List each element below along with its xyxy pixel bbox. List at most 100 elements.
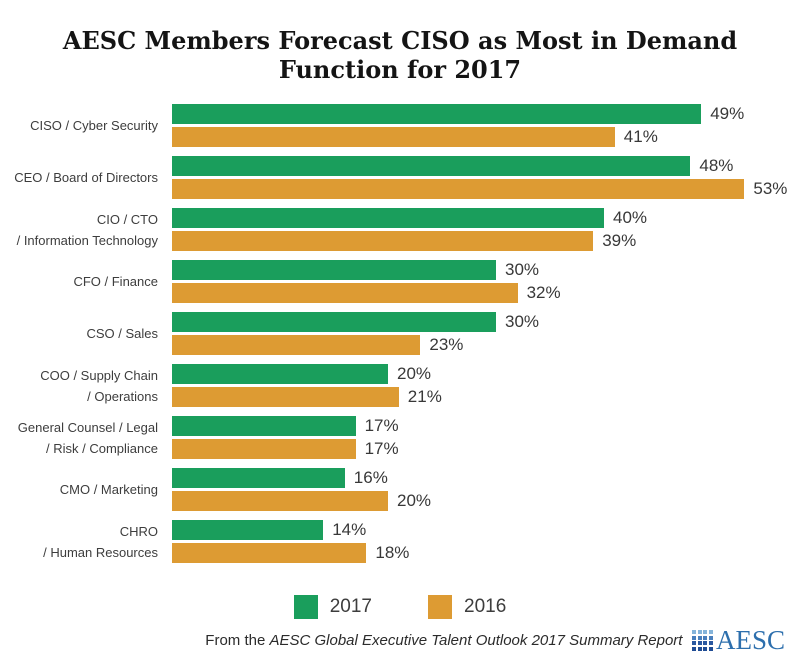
aesc-logo-dots-icon [692, 630, 713, 651]
bar-line-2016: 39% [172, 231, 800, 251]
bars-cell: 48% 53% [172, 156, 800, 199]
footer-source-text: From the AESC Global Executive Talent Ou… [205, 632, 682, 649]
bar-value-label: 16% [353, 468, 388, 487]
chart-row: COO / Supply Chain / Operations 20% 21% [0, 364, 800, 407]
bar-2017 [172, 520, 324, 540]
bar-line-2016: 41% [172, 127, 800, 147]
category-label: CEO / Board of Directors [14, 170, 158, 185]
chart-row: CMO / Marketing 16% 20% [0, 468, 800, 511]
bar-value-label: 20% [397, 364, 432, 383]
bar-line-2017: 20% [172, 364, 800, 384]
bars-cell: 30% 23% [172, 312, 800, 355]
bar-2016 [172, 231, 594, 251]
bar-2017 [172, 156, 691, 176]
bar-2016 [172, 127, 615, 147]
logo-dot [703, 641, 708, 646]
logo-dot [708, 635, 713, 640]
category-label: CMO / Marketing [59, 482, 158, 497]
footer-source-report-name: AESC Global Executive Talent Outlook 201… [269, 632, 683, 649]
bar-value-label: 40% [613, 208, 648, 227]
bar-line-2016: 20% [172, 491, 800, 511]
bar-2017 [172, 208, 604, 228]
bars-cell: 20% 21% [172, 364, 800, 407]
legend-item-2017: 2017 [293, 595, 372, 619]
bar-line-2017: 30% [172, 312, 800, 332]
bar-line-2016: 18% [172, 543, 800, 563]
chart-row: CFO / Finance 30% 32% [0, 260, 800, 303]
bar-2016 [172, 387, 399, 407]
bar-chart: CISO / Cyber Security 49% 41% CEO / Board o… [0, 104, 800, 563]
chart-row: General Counsel / Legal / Risk / Complian… [0, 416, 800, 459]
bar-line-2016: 53% [172, 179, 800, 199]
logo-dot [708, 646, 713, 651]
footer-source-prefix: From the [205, 632, 270, 649]
category-label: CSO / Sales [86, 326, 158, 341]
bar-value-label: 17% [364, 416, 399, 435]
bar-value-label: 17% [364, 439, 399, 458]
category-label: CIO / CTO / Information Technology [16, 211, 158, 248]
chart-row: CIO / CTO / Information Technology 40% 39% [0, 208, 800, 251]
bar-value-label: 30% [505, 260, 540, 279]
bar-line-2017: 16% [172, 468, 800, 488]
bar-value-label: 23% [429, 335, 464, 354]
category-label: COO / Supply Chain / Operations [40, 367, 158, 404]
chart-row: CEO / Board of Directors 48% 53% [0, 156, 800, 199]
logo-dot [703, 630, 708, 635]
chart-row: CISO / Cyber Security 49% 41% [0, 104, 800, 147]
bar-line-2016: 21% [172, 387, 800, 407]
logo-dot [692, 630, 697, 635]
bar-line-2016: 32% [172, 283, 800, 303]
logo-dot [692, 635, 697, 640]
legend-label: 2017 [329, 596, 372, 617]
logo-dot [708, 630, 713, 635]
legend-swatch-2016 [428, 595, 452, 619]
bar-2016 [172, 179, 745, 199]
bar-value-label: 41% [623, 127, 658, 146]
bar-value-label: 21% [407, 387, 442, 406]
bar-line-2017: 49% [172, 104, 800, 124]
bar-value-label: 30% [505, 312, 540, 331]
logo-dot [697, 630, 702, 635]
bar-value-label: 20% [397, 491, 432, 510]
bar-2017 [172, 468, 345, 488]
bar-2017 [172, 364, 388, 384]
category-label: General Counsel / Legal / Risk / Complian… [17, 419, 158, 456]
aesc-logo-text: AESC [715, 625, 785, 655]
category-label: CISO / Cyber Security [30, 118, 158, 133]
bar-2016 [172, 439, 356, 459]
bar-2016 [172, 335, 421, 355]
bar-2016 [172, 543, 367, 563]
bar-value-label: 49% [710, 104, 745, 123]
bars-cell: 49% 41% [172, 104, 800, 147]
bar-2016 [172, 491, 388, 511]
logo-dot [703, 635, 708, 640]
legend-label: 2016 [464, 596, 507, 617]
category-label: CHRO / Human Resources [43, 523, 158, 560]
aesc-logo: AESC [692, 627, 785, 654]
bar-value-label: 32% [526, 283, 561, 302]
logo-dot [692, 646, 697, 651]
category-label: CFO / Finance [73, 274, 158, 289]
legend-swatch-2017 [293, 595, 318, 619]
bar-2017 [172, 260, 496, 280]
legend: 2017 2016 [0, 595, 800, 619]
bar-value-label: 14% [332, 520, 367, 539]
bar-line-2017: 40% [172, 208, 800, 228]
bar-2017 [172, 104, 702, 124]
bar-value-label: 39% [602, 231, 637, 250]
chart-row: CSO / Sales 30% 23% [0, 312, 800, 355]
bars-cell: 17% 17% [172, 416, 800, 459]
bars-cell: 30% 32% [172, 260, 800, 303]
bar-line-2017: 30% [172, 260, 800, 280]
bar-line-2016: 17% [172, 439, 800, 459]
bar-2017 [172, 416, 356, 436]
bar-value-label: 18% [375, 543, 410, 562]
bar-2016 [172, 283, 518, 303]
bar-line-2016: 23% [172, 335, 800, 355]
legend-item-2016: 2016 [428, 595, 506, 619]
footer: From the AESC Global Executive Talent Ou… [205, 627, 785, 654]
bar-value-label: 48% [699, 156, 734, 175]
bar-line-2017: 48% [172, 156, 800, 176]
logo-dot [703, 646, 708, 651]
logo-dot [708, 641, 713, 646]
